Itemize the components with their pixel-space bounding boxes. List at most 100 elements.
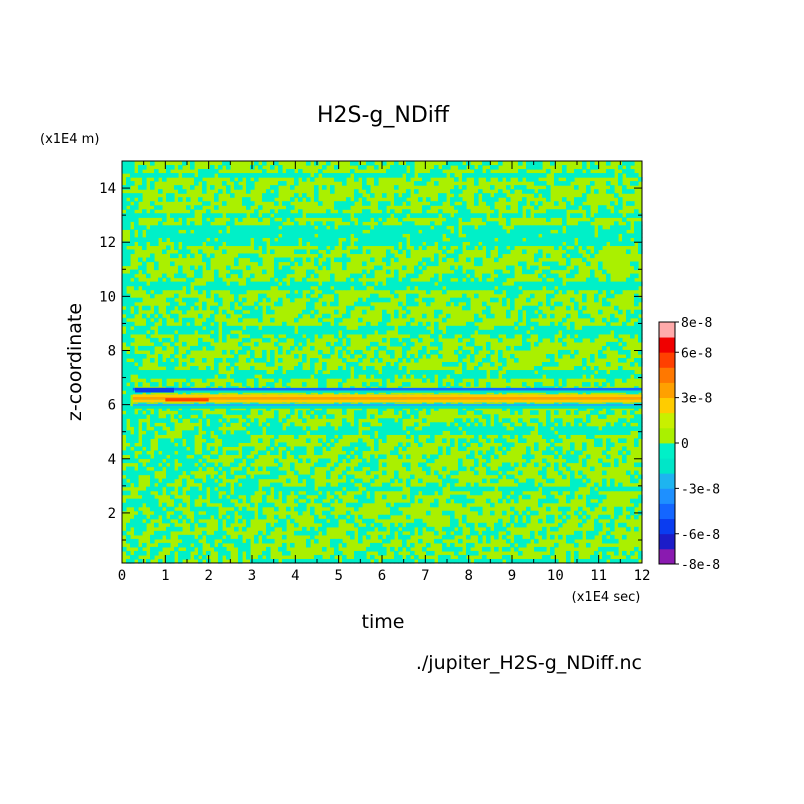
heatmap-cell [242,430,247,435]
heatmap-cell [234,410,239,415]
heatmap-cell [582,237,587,242]
heatmap-cell [374,486,379,492]
heatmap-cell [310,229,315,234]
heatmap-cell [470,438,475,443]
heatmap-cell [502,462,507,468]
heatmap-cell [226,185,231,190]
heatmap-cell [570,458,575,464]
heatmap-cell [398,422,403,427]
heatmap-cell [370,161,375,166]
heatmap-cell [202,237,207,242]
heatmap-cell [574,285,579,291]
heatmap-cell [530,486,535,492]
heatmap-cell [226,522,231,528]
heatmap-cell [138,490,143,496]
heatmap-cell [402,382,407,387]
heatmap-cell [498,349,503,355]
heatmap-cell [298,329,303,335]
heatmap-cell [150,293,155,299]
heatmap-cell [194,345,199,351]
heatmap-cell [558,506,563,512]
heatmap-cell [262,169,267,174]
heatmap-cell [550,526,555,532]
heatmap-cell [274,558,279,564]
heatmap-cell [398,325,403,331]
heatmap-cell [458,241,463,247]
heatmap-cell [334,205,339,210]
heatmap-cell [354,426,359,431]
heatmap-cell [286,333,291,339]
heatmap-cell [298,374,303,379]
heatmap-cell [166,554,171,560]
heatmap-cell [574,426,579,431]
heatmap-cell [586,213,591,218]
heatmap-cell [426,329,431,335]
heatmap-cell [470,241,475,247]
heatmap-cell [274,458,279,464]
heatmap-cell [466,173,471,178]
heatmap-cell [154,382,159,387]
heatmap-cell [158,341,163,347]
heatmap-cell [498,241,503,247]
heatmap-cell [598,245,603,251]
heatmap-cell [530,265,535,271]
heatmap-cell [250,213,255,218]
heatmap-cell [322,261,327,267]
heatmap-cell [510,442,515,448]
heatmap-cell [122,297,127,303]
heatmap-cell [398,285,403,291]
heatmap-cell [278,237,283,242]
heatmap-cell [170,458,175,464]
heatmap-cell [294,430,299,435]
heatmap-cell [330,237,335,242]
heatmap-cell [434,181,439,186]
heatmap-cell [434,337,439,343]
heatmap-cell [550,422,555,427]
heatmap-cell [582,233,587,238]
heatmap-cell [318,349,323,355]
heatmap-cell [554,261,559,267]
heatmap-cell [374,297,379,303]
heatmap-cell [534,366,539,371]
heatmap-cell [354,414,359,419]
heatmap-cell [222,237,227,242]
heatmap-cell [318,450,323,456]
heatmap-cell [214,430,219,435]
heatmap-cell [126,438,131,443]
heatmap-cell [142,173,147,178]
heatmap-cell [214,245,219,251]
heatmap-cell [594,297,599,303]
heatmap-cell [570,538,575,544]
heatmap-cell [570,229,575,234]
heatmap-cell [322,378,327,383]
heatmap-cell [266,173,271,178]
heatmap-cell [334,558,339,564]
heatmap-cell [206,438,211,443]
heatmap-cell [246,426,251,431]
heatmap-cell [210,241,215,247]
heatmap-cell [594,325,599,331]
heatmap-cell [178,470,183,476]
heatmap-cell [478,245,483,251]
heatmap-cell [402,193,407,198]
heatmap-cell [394,474,399,480]
heatmap-cell [162,430,167,435]
heatmap-cell [594,329,599,335]
heatmap-cell [562,349,567,355]
heatmap-cell [354,366,359,371]
heatmap-cell [134,285,139,291]
heatmap-cell [578,281,583,287]
heatmap-cell [454,362,459,367]
heatmap-cell [222,530,227,536]
heatmap-cell [522,173,527,178]
heatmap-cell [318,253,323,259]
heatmap-cell [474,177,479,182]
heatmap-cell [326,434,331,439]
heatmap-cell [518,434,523,439]
heatmap-cell [426,261,431,267]
heatmap-cell [322,353,327,359]
heatmap-cell [438,382,443,387]
heatmap-cell [514,430,519,435]
heatmap-cell [362,446,367,452]
heatmap-cell [482,426,487,431]
